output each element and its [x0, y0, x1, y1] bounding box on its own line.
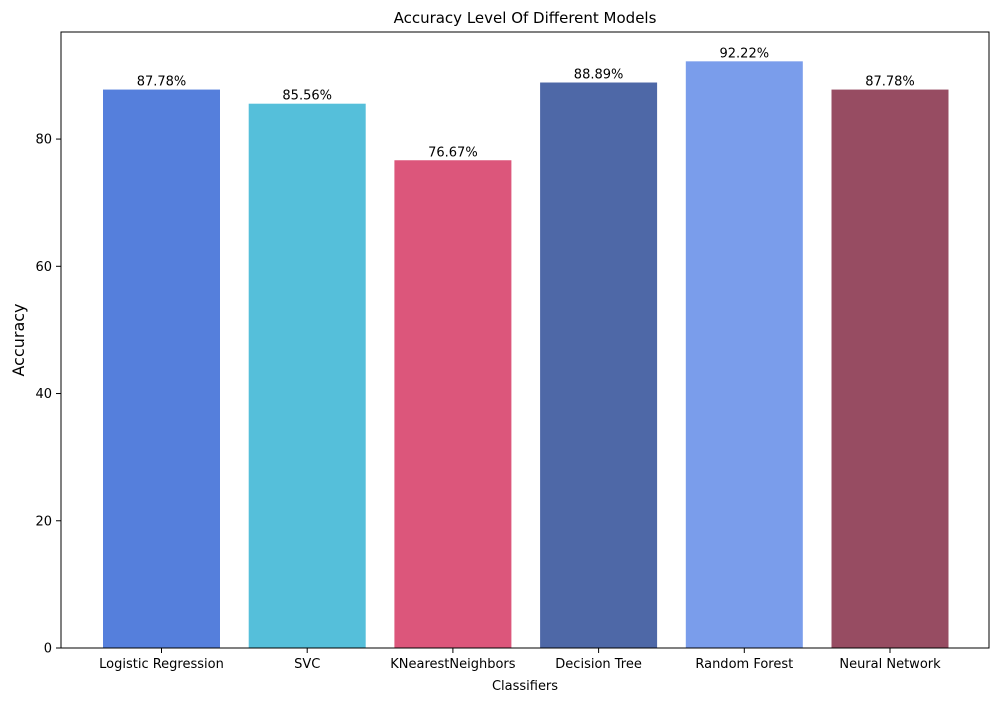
bar-random-forest — [685, 61, 803, 649]
bar-value-label: 87.78% — [865, 75, 915, 90]
y-tick-label: 0 — [44, 642, 52, 657]
x-tick-label: SVC — [294, 657, 320, 672]
plot-area: 87.78% 85.56% 76.67% 88.89% 92.22% 87.78% — [103, 46, 949, 649]
bar-logistic-regression — [103, 89, 220, 649]
y-axis: 0 20 40 60 80 — [35, 133, 61, 657]
x-tick-label: Random Forest — [695, 657, 793, 672]
x-axis-label: Classifiers — [492, 679, 558, 694]
y-tick-label: 20 — [35, 514, 52, 529]
x-axis: Logistic Regression SVC KNearestNeighbors D… — [99, 648, 941, 672]
y-tick-label: 80 — [35, 133, 52, 148]
x-tick-label: KNearestNeighbors — [390, 657, 516, 672]
x-tick-label: Logistic Regression — [99, 657, 224, 672]
x-tick-label: Decision Tree — [555, 657, 642, 672]
bar-value-label: 92.22% — [720, 46, 770, 61]
bar-svc — [248, 103, 366, 648]
bar-value-label: 76.67% — [428, 145, 478, 160]
y-tick-label: 60 — [35, 260, 52, 275]
chart-title: Accuracy Level Of Different Models — [394, 9, 657, 27]
y-axis-label: Accuracy — [9, 303, 28, 376]
x-tick-label: Neural Network — [839, 657, 941, 672]
bar-knearestneighbors — [394, 160, 512, 648]
bar-decision-tree — [540, 82, 658, 649]
bar-value-label: 88.89% — [574, 68, 624, 83]
bar-value-label: 85.56% — [282, 89, 332, 104]
bar-neural-network — [831, 89, 949, 649]
y-tick-label: 40 — [35, 387, 52, 402]
plot-frame — [60, 31, 990, 649]
bar-value-label: 87.78% — [137, 75, 187, 90]
